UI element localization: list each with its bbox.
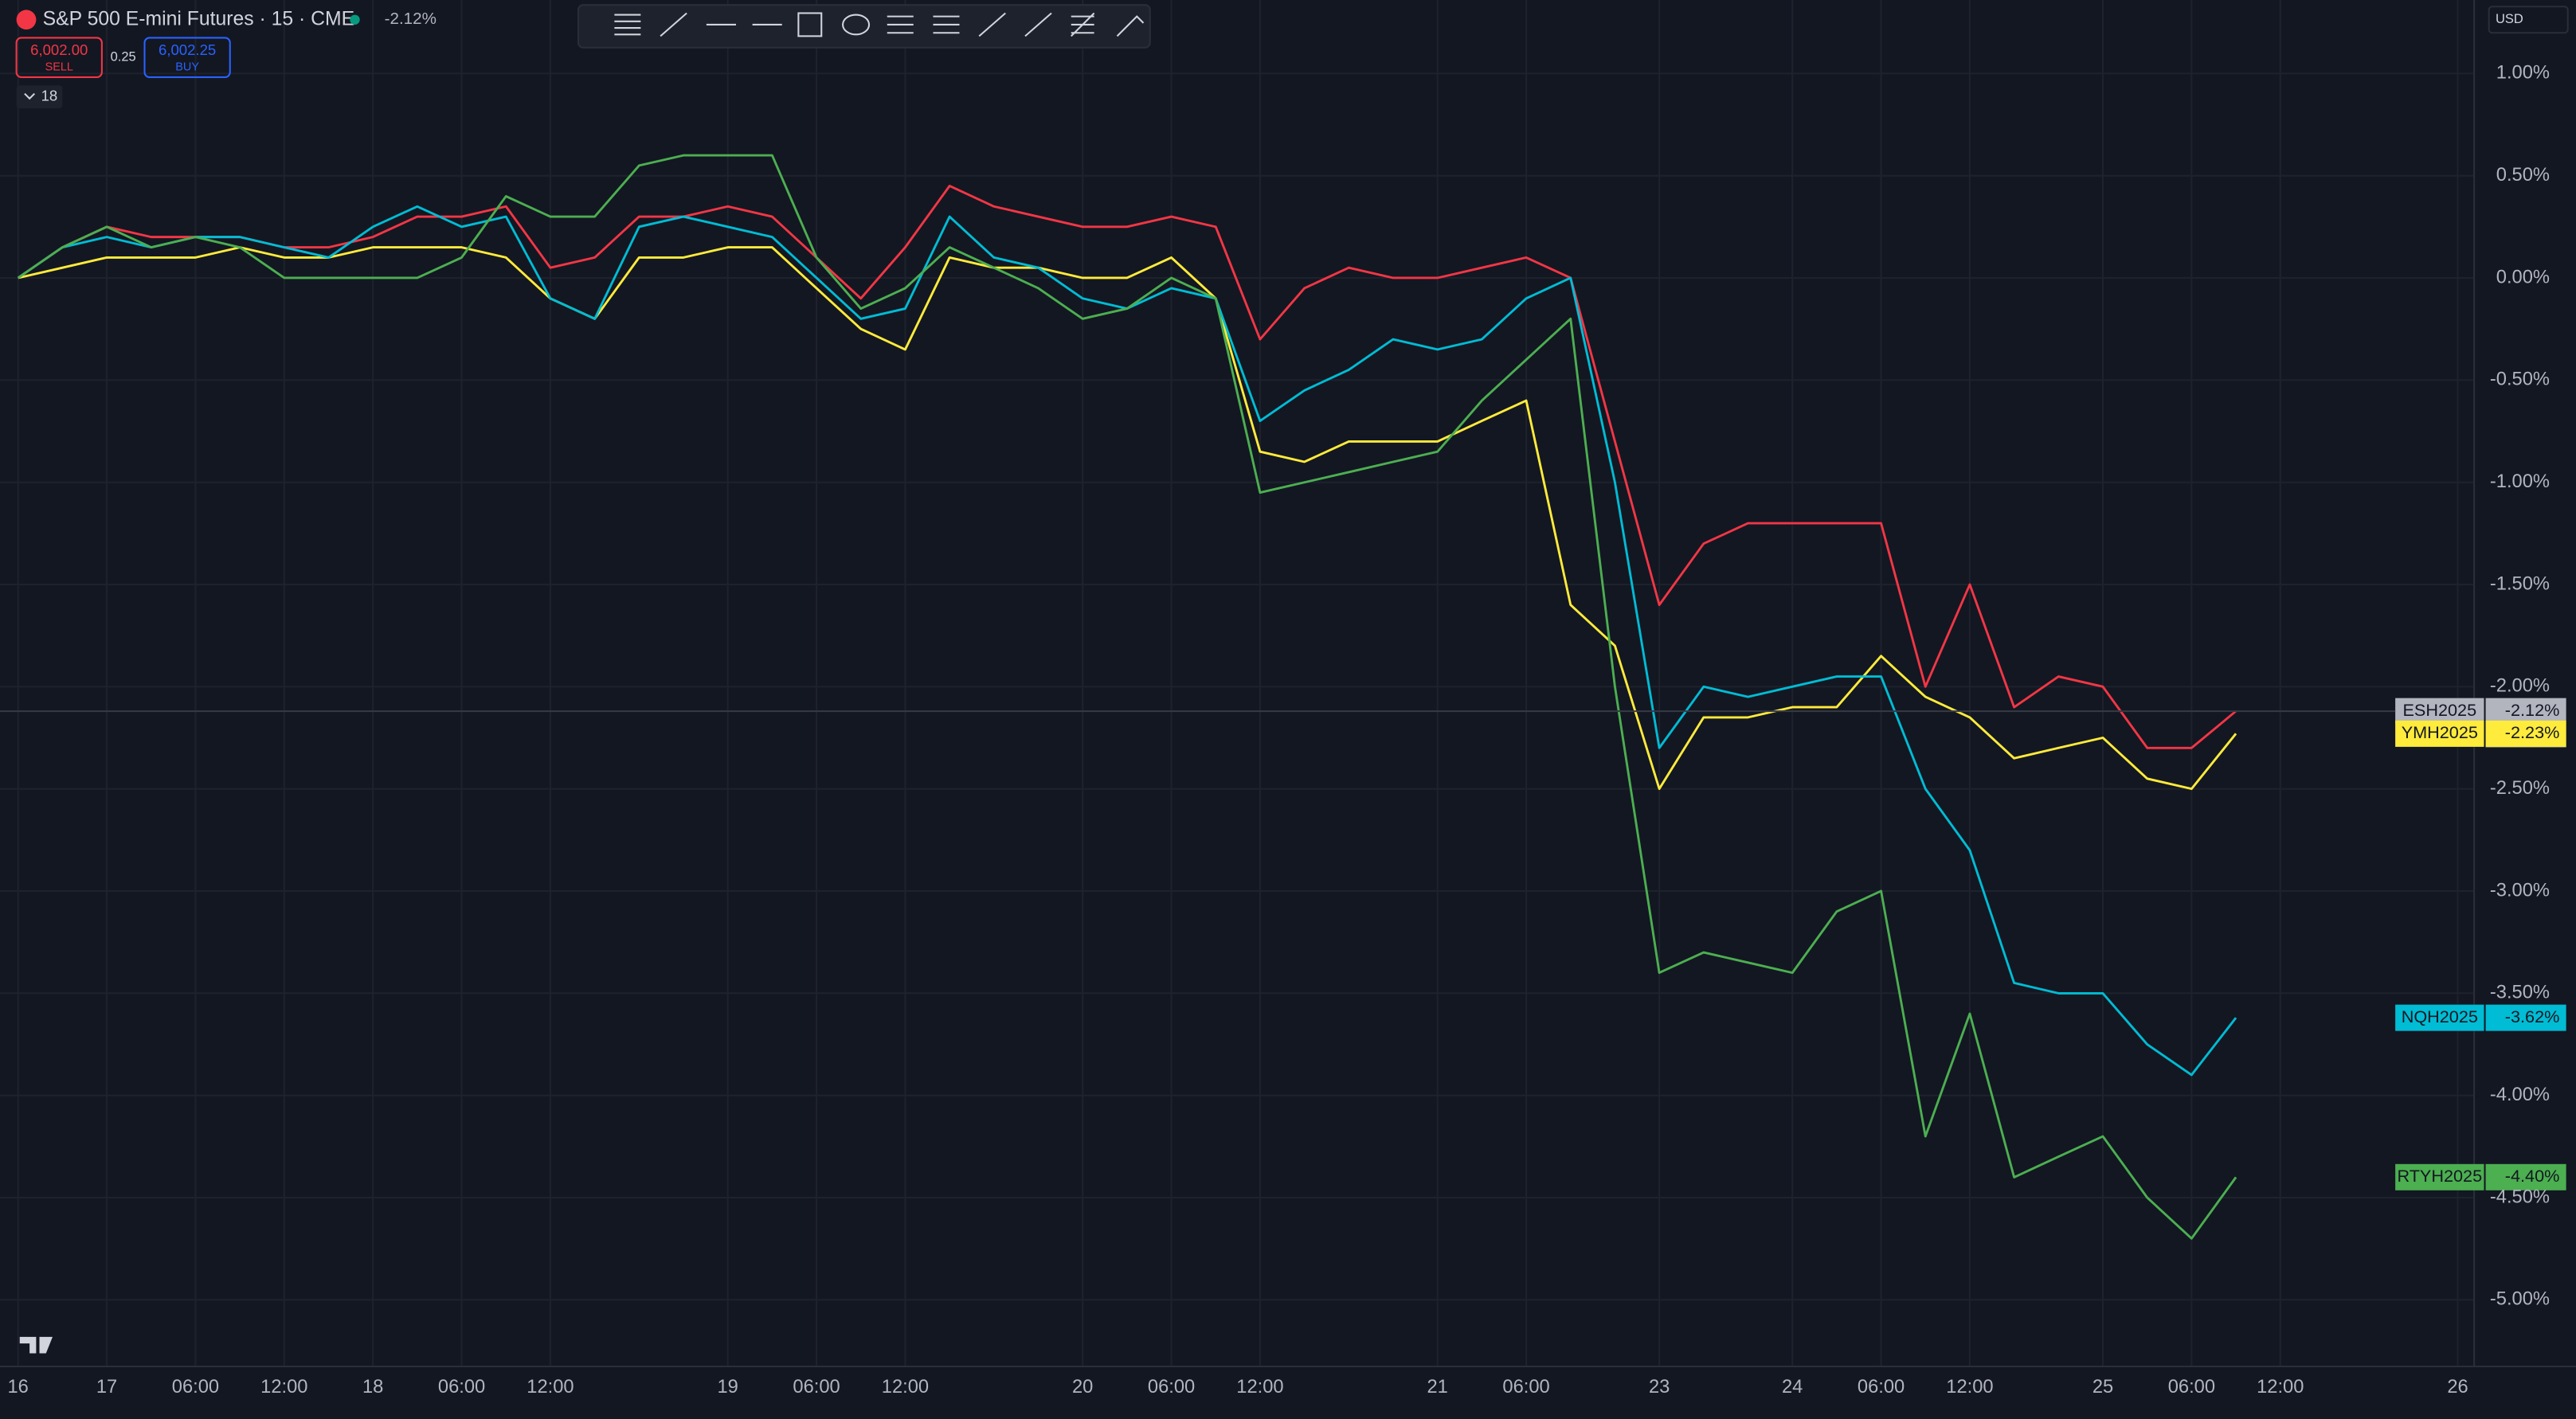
x-tick-label: 21: [1427, 1377, 1448, 1398]
series-line: [18, 246, 2237, 791]
y-tick-label: -3.00%: [2490, 880, 2550, 901]
x-tick-label: 12:00: [1946, 1377, 1993, 1398]
indicator-count[interactable]: 18: [41, 88, 58, 104]
y-tick-label: -4.50%: [2490, 1186, 2550, 1207]
x-tick-label: 12:00: [260, 1377, 307, 1398]
tool-brush[interactable]: [1116, 15, 1145, 37]
y-tick-label: -4.00%: [2490, 1085, 2550, 1105]
x-tick-label: 06:00: [2168, 1377, 2215, 1398]
y-tick-label: -1.00%: [2490, 471, 2550, 492]
logo: [19, 1336, 53, 1354]
x-tick-label: 12:00: [527, 1377, 574, 1398]
series-line: [17, 154, 2237, 1240]
x-tick-label: 06:00: [1502, 1377, 1549, 1398]
x-tick-label: 26: [2447, 1377, 2468, 1398]
change: -2.12%: [385, 10, 437, 28]
sell-button[interactable]: [15, 37, 103, 78]
tool-channel[interactable]: [887, 15, 914, 34]
tool-rect[interactable]: [797, 12, 823, 37]
series-labels: ESH2025-2.12%14:04YMH2025-2.23%NQH2025-3…: [0, 698, 2566, 1190]
chevron: [24, 92, 36, 100]
x-tick-label: 23: [1649, 1377, 1670, 1398]
x-tick-label: 19: [718, 1377, 738, 1398]
series-last-value: -3.62%: [2505, 1007, 2560, 1026]
tool-pitchfork[interactable]: [1071, 12, 1095, 37]
series-last-value: -2.12%: [2505, 700, 2560, 720]
x-tick-label: 25: [2093, 1377, 2113, 1398]
x-tick-label: 06:00: [1148, 1377, 1195, 1398]
y-tick-label: -1.50%: [2490, 573, 2550, 594]
currency[interactable]: USD: [2496, 12, 2523, 26]
series-name: YMH2025: [2402, 722, 2478, 742]
series-line: [17, 185, 2237, 749]
tool-path[interactable]: [978, 12, 1006, 37]
series-value-box: [2485, 1004, 2566, 1031]
x-tick-label: 12:00: [1236, 1377, 1283, 1398]
x-tick-label: 12:00: [2257, 1377, 2304, 1398]
tool-fib[interactable]: [614, 14, 641, 36]
series-last-value: -2.23%: [2505, 722, 2560, 742]
series-name-box: [2395, 1163, 2484, 1190]
currency-selector[interactable]: [2488, 6, 2569, 34]
drawing-toolbar: [577, 4, 1151, 49]
series-value-box: [2485, 1163, 2566, 1190]
y-tick-label: 0.50%: [2496, 165, 2550, 186]
spread: 0.25: [111, 50, 136, 64]
symbol-title[interactable]: S&P 500 E-mini Futures · 15 · CME: [43, 8, 355, 29]
series-value-box: [2485, 698, 2566, 725]
sell-label[interactable]: SELL: [45, 61, 73, 73]
y-tick-label: -3.50%: [2490, 983, 2550, 1003]
symbol-icon: [16, 10, 37, 30]
series-name-box: [2395, 1004, 2484, 1031]
tool-range[interactable]: [933, 15, 960, 34]
series-last-value: -4.40%: [2505, 1166, 2560, 1186]
x-tick-label: 20: [1072, 1377, 1093, 1398]
tool-trend[interactable]: [660, 12, 687, 37]
sell-price[interactable]: 6,002.00: [30, 41, 88, 58]
series-name-box: [2395, 698, 2484, 725]
y-tick-label: 1.00%: [2496, 63, 2550, 84]
x-tick-label: 06:00: [1858, 1377, 1905, 1398]
x-tick-label: 17: [96, 1377, 117, 1398]
status-dot: [350, 14, 360, 25]
y-tick-label: -5.00%: [2490, 1289, 2550, 1310]
x-tick-label: 12:00: [882, 1377, 929, 1398]
grid: [0, 0, 2475, 1366]
tool-ellipse[interactable]: [842, 14, 871, 36]
series-name: ESH2025: [2402, 700, 2476, 720]
y-tick-label: -0.50%: [2490, 369, 2550, 390]
x-tick-label: 18: [362, 1377, 383, 1398]
series-name: NQH2025: [2402, 1007, 2478, 1026]
series-name: RTYH2025: [2397, 1166, 2482, 1186]
indicators-toggle[interactable]: [16, 85, 63, 109]
y-tick-label: -2.00%: [2490, 676, 2550, 697]
y-tick-label: 0.00%: [2496, 267, 2550, 287]
buy-button[interactable]: [143, 37, 231, 78]
x-tick-label: 06:00: [793, 1377, 840, 1398]
x-tick-label: 24: [1782, 1377, 1803, 1398]
buy-label[interactable]: BUY: [175, 61, 199, 73]
x-tick-label: 06:00: [172, 1377, 219, 1398]
y-tick-label: -2.50%: [2490, 778, 2550, 799]
x-tick-label: 16: [8, 1377, 29, 1398]
series-value-box: [2485, 720, 2566, 747]
series-name-box: [2395, 720, 2484, 747]
toolbar-bg: [577, 4, 1151, 49]
tool-segment[interactable]: [1024, 12, 1052, 37]
lines: [17, 154, 2237, 1240]
buy-price[interactable]: 6,002.25: [159, 41, 216, 58]
x-tick-label: 06:00: [438, 1377, 485, 1398]
